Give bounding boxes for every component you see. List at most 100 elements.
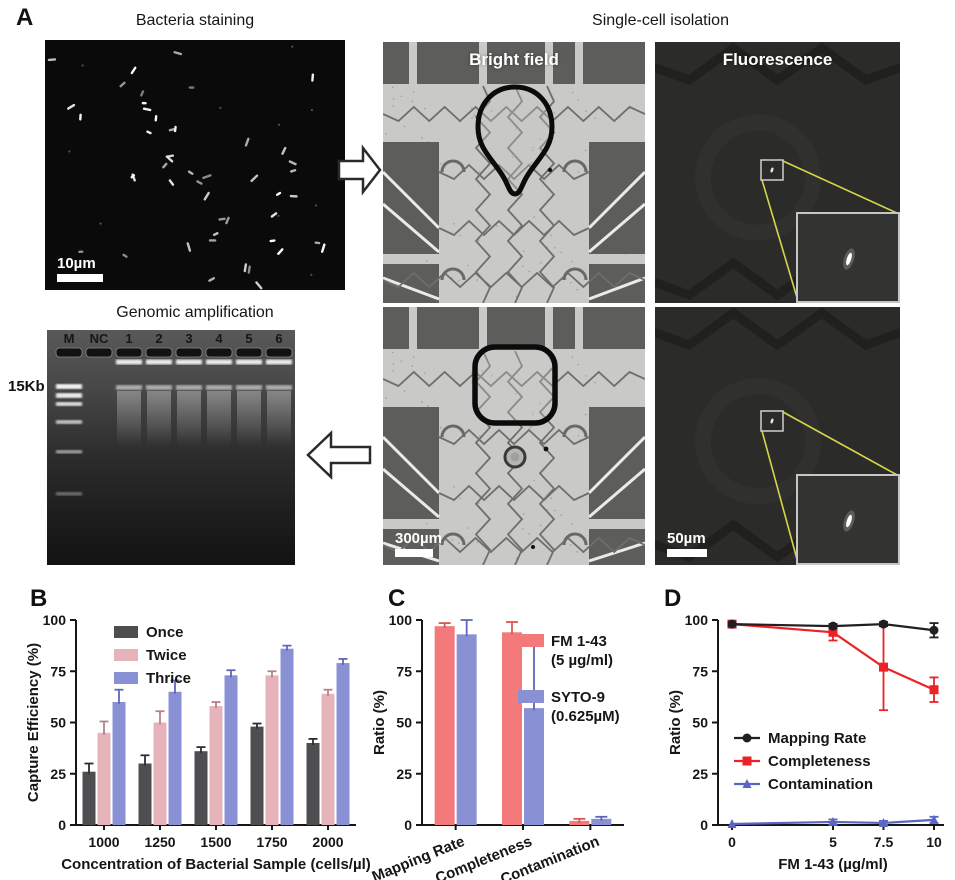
chip-bump bbox=[440, 424, 466, 438]
gel-well bbox=[175, 347, 203, 358]
chip-dark-block bbox=[583, 307, 645, 349]
bacterium-rod bbox=[277, 248, 284, 255]
bar bbox=[168, 691, 182, 825]
gel-band bbox=[116, 385, 142, 390]
y-tick-label: 75 bbox=[692, 663, 708, 679]
gel-band bbox=[206, 385, 232, 390]
bacterium-rod bbox=[140, 90, 145, 97]
y-axis-title: Capture Efficiency (%) bbox=[25, 643, 42, 802]
chip-speckle bbox=[550, 234, 553, 237]
chip-dark-block bbox=[383, 307, 409, 349]
bar bbox=[336, 663, 350, 825]
chip-speckle bbox=[392, 105, 395, 107]
gel-band bbox=[176, 385, 202, 390]
y-tick-label: 0 bbox=[700, 817, 708, 833]
gel-lane-label: 5 bbox=[245, 331, 252, 346]
chip-speckle bbox=[427, 405, 429, 407]
gel-well bbox=[115, 347, 143, 358]
chip-speckle bbox=[421, 137, 423, 139]
bacterium-rod bbox=[202, 174, 212, 180]
bacterium-rod bbox=[244, 137, 250, 147]
bar bbox=[321, 693, 335, 825]
scale-bar-50um: 50µm bbox=[667, 530, 707, 557]
chip-channel-line bbox=[588, 276, 645, 301]
chip-speckle bbox=[477, 239, 480, 242]
bacterium-rod bbox=[225, 216, 230, 225]
x-tick-label: 1500 bbox=[200, 834, 231, 850]
bacterium-dot bbox=[310, 273, 313, 276]
y-tick-label: 50 bbox=[50, 715, 66, 731]
bacterium-rod bbox=[275, 191, 282, 196]
cell-dot bbox=[770, 418, 774, 424]
bar bbox=[280, 648, 294, 825]
data-marker bbox=[742, 756, 752, 766]
scale-bar-10um: 10µm bbox=[57, 255, 103, 282]
bacterium-rod bbox=[311, 73, 315, 82]
y-axis-title: Ratio (%) bbox=[667, 690, 684, 755]
debris-dot bbox=[531, 545, 535, 549]
callout-line bbox=[782, 411, 900, 477]
chip-speckle bbox=[411, 100, 414, 103]
chip-speckle bbox=[521, 265, 524, 268]
chip-channel-line bbox=[587, 435, 645, 495]
chip-bump bbox=[440, 159, 466, 173]
legend-swatch bbox=[114, 672, 138, 684]
chip-speckle bbox=[530, 425, 533, 428]
chip-speckle bbox=[533, 216, 536, 218]
bacterium-rod bbox=[203, 191, 210, 201]
data-marker bbox=[929, 814, 939, 824]
bacterium-rod bbox=[281, 146, 287, 155]
chip-speckle bbox=[451, 539, 453, 541]
gel-smear bbox=[117, 391, 141, 446]
chip-speckle bbox=[473, 114, 475, 116]
gel-band bbox=[266, 385, 292, 390]
gel-smear bbox=[207, 391, 231, 446]
data-marker bbox=[727, 619, 737, 629]
bacterium-rod bbox=[255, 281, 263, 290]
chip-speckle bbox=[522, 250, 525, 253]
bacterium-dot bbox=[291, 45, 294, 48]
gel-band bbox=[206, 359, 232, 365]
data-marker bbox=[742, 733, 752, 743]
bacterium-rod bbox=[122, 253, 128, 258]
gel-smear bbox=[267, 391, 291, 446]
bacterium-dot bbox=[277, 214, 280, 217]
chip-speckle bbox=[539, 138, 541, 140]
data-marker bbox=[828, 816, 838, 826]
y-tick-label: 100 bbox=[389, 612, 413, 628]
bacterium-rod bbox=[141, 101, 147, 105]
legend-label: (0.625µM) bbox=[551, 708, 620, 725]
bar bbox=[434, 626, 455, 825]
genomic-amplification-title: Genomic amplification bbox=[116, 304, 274, 321]
gel-band bbox=[146, 359, 172, 365]
fluorescence-bottom-image: 50µm bbox=[655, 307, 900, 565]
chip-speckle bbox=[514, 128, 517, 130]
y-tick-label: 50 bbox=[692, 715, 708, 731]
fluorescence-top-image: Fluorescence bbox=[655, 42, 900, 303]
legend-label: Mapping Rate bbox=[768, 730, 866, 747]
cell-dot bbox=[770, 167, 774, 173]
chip-speckle bbox=[453, 222, 455, 225]
data-marker bbox=[727, 818, 737, 828]
bacterium-rod bbox=[131, 173, 136, 182]
chip-speckle bbox=[453, 486, 455, 488]
x-tick-label: 10 bbox=[926, 834, 942, 850]
bright-field-label: Bright field bbox=[469, 50, 559, 69]
legend-label: Twice bbox=[146, 647, 187, 664]
bar bbox=[112, 702, 126, 825]
x-axis-title: FM 1-43 (µg/ml) bbox=[778, 856, 887, 873]
chip-speckle bbox=[424, 372, 426, 375]
callout-line bbox=[761, 430, 799, 564]
chip-speckle bbox=[392, 98, 395, 100]
single-cell-spot bbox=[846, 514, 852, 528]
bacterium-rod bbox=[79, 113, 82, 121]
bright-field-top-image: Bright field bbox=[383, 42, 645, 303]
series-line bbox=[731, 818, 935, 826]
callout-box bbox=[760, 410, 784, 432]
gel-band bbox=[176, 359, 202, 365]
data-marker bbox=[879, 817, 888, 827]
chip-speckle bbox=[532, 411, 535, 413]
bacterium-rod bbox=[154, 115, 158, 122]
fluorescence-label: Fluorescence bbox=[722, 50, 833, 69]
